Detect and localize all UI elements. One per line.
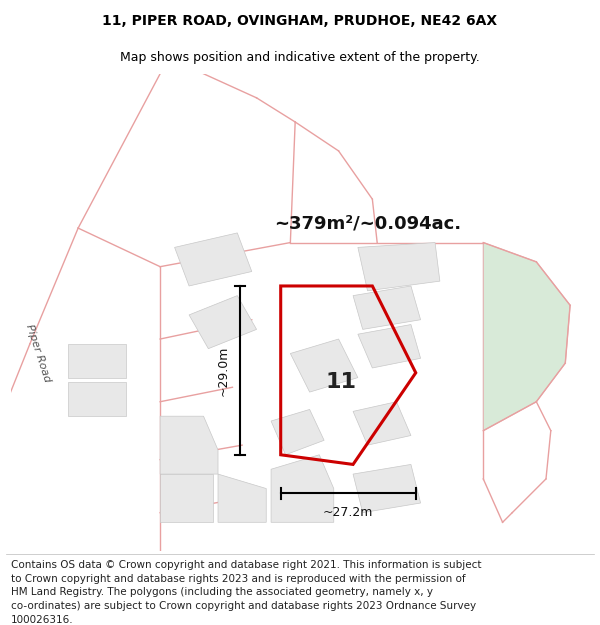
- Text: 11: 11: [325, 372, 356, 392]
- Polygon shape: [68, 344, 127, 377]
- Text: co-ordinates) are subject to Crown copyright and database rights 2023 Ordnance S: co-ordinates) are subject to Crown copyr…: [11, 601, 476, 611]
- Text: 100026316.: 100026316.: [11, 614, 73, 624]
- Polygon shape: [358, 242, 440, 291]
- Text: ~379m²/~0.094ac.: ~379m²/~0.094ac.: [274, 214, 461, 232]
- Polygon shape: [483, 242, 570, 431]
- Text: Contains OS data © Crown copyright and database right 2021. This information is : Contains OS data © Crown copyright and d…: [11, 560, 481, 570]
- Polygon shape: [271, 409, 324, 455]
- Polygon shape: [271, 455, 334, 522]
- Text: 11, PIPER ROAD, OVINGHAM, PRUDHOE, NE42 6AX: 11, PIPER ROAD, OVINGHAM, PRUDHOE, NE42 …: [103, 14, 497, 28]
- Polygon shape: [290, 339, 358, 392]
- Polygon shape: [175, 233, 252, 286]
- Polygon shape: [353, 286, 421, 329]
- Text: ~29.0m: ~29.0m: [217, 345, 229, 396]
- Text: ~27.2m: ~27.2m: [323, 506, 373, 519]
- Text: Map shows position and indicative extent of the property.: Map shows position and indicative extent…: [120, 51, 480, 64]
- Polygon shape: [353, 464, 421, 512]
- Polygon shape: [358, 324, 421, 368]
- Polygon shape: [160, 416, 218, 474]
- Text: HM Land Registry. The polygons (including the associated geometry, namely x, y: HM Land Registry. The polygons (includin…: [11, 588, 433, 598]
- Text: Piper Road: Piper Road: [23, 323, 52, 384]
- Polygon shape: [160, 474, 213, 522]
- Polygon shape: [353, 402, 411, 445]
- Polygon shape: [68, 382, 127, 416]
- Polygon shape: [189, 296, 257, 349]
- Polygon shape: [218, 474, 266, 522]
- Text: to Crown copyright and database rights 2023 and is reproduced with the permissio: to Crown copyright and database rights 2…: [11, 574, 466, 584]
